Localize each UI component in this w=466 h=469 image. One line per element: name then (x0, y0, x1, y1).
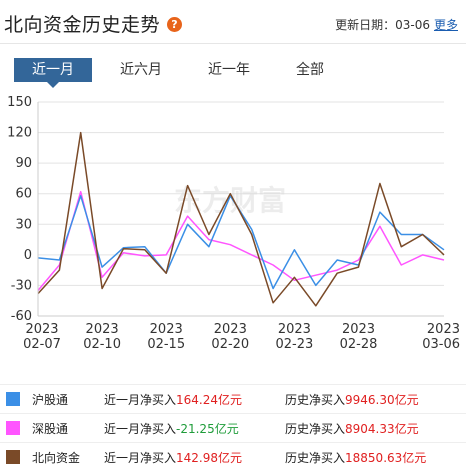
x-axis: 202302-07202302-10202302-15202302-202023… (23, 315, 460, 352)
x-tick-date: 02-07 (23, 337, 61, 352)
series-line-total (37, 131, 445, 307)
legend-hist-sz: 历史净买入8904.33亿元 (285, 420, 419, 437)
x-tick-year: 2023 (342, 322, 375, 337)
x-tick-date: 02-15 (147, 337, 185, 352)
x-tick-date: 02-28 (340, 337, 378, 352)
x-tick-date: 02-23 (276, 337, 314, 352)
y-tick-label: 30 (15, 217, 32, 232)
header: 北向资金历史走势 ? 更新日期：03-06 更多 (0, 0, 466, 44)
x-tick-date: 02-20 (211, 337, 249, 352)
y-tick-label: 120 (7, 126, 32, 141)
hist-label: 历史净买入 (285, 451, 346, 465)
y-tick-label: 0 (24, 248, 32, 263)
legend-month-sz: 近一月净买入-21.25亿元 (104, 420, 239, 437)
month-label: 近一月净买入 (104, 422, 177, 436)
month-value-sh: 164.24亿元 (176, 393, 243, 407)
legend-row-sh: 沪股通 近一月净买入164.24亿元 历史净买入9946.30亿元 (0, 384, 466, 412)
x-tick-date: 02-10 (83, 337, 121, 352)
legend-name-sh: 沪股通 (32, 393, 69, 407)
tab-one-month[interactable]: 近一月 (14, 58, 92, 88)
legend-row-total: 北向资金 近一月净买入142.98亿元 历史净买入18850.63亿元 (0, 442, 466, 469)
tab-all[interactable]: 全部 (296, 62, 324, 78)
month-label: 近一月净买入 (104, 451, 177, 465)
x-tick-date: 03-06 (422, 337, 460, 352)
x-tick-year: 2023 (214, 322, 247, 337)
y-axis: 150 120 90 60 30 0 -30 -60 (7, 95, 39, 324)
legend-swatch-total (6, 450, 20, 464)
x-tick-year: 2023 (427, 322, 460, 337)
hist-label: 历史净买入 (285, 422, 346, 436)
month-value-sz: -21.25亿元 (176, 422, 239, 436)
legend-row-sz: 深股通 近一月净买入-21.25亿元 历史净买入8904.33亿元 (0, 413, 466, 441)
help-icon[interactable]: ? (167, 17, 182, 32)
series-lines (37, 131, 445, 307)
y-tick-label: 150 (7, 95, 32, 110)
legend-swatch-sz (6, 421, 20, 435)
hist-value-sh: 9946.30亿元 (345, 393, 419, 407)
legend-hist-sh: 历史净买入9946.30亿元 (285, 391, 419, 408)
x-tick-year: 2023 (150, 322, 183, 337)
y-tick-label: -30 (11, 278, 32, 293)
y-tick-label: -60 (11, 309, 32, 324)
page-title: 北向资金历史走势 (4, 14, 161, 36)
hist-value-total: 18850.63亿元 (345, 451, 427, 465)
x-tick-year: 2023 (25, 322, 58, 337)
x-tick-year: 2023 (278, 322, 311, 337)
tab-six-months[interactable]: 近六月 (120, 62, 162, 78)
legend-name-total: 北向资金 (32, 451, 81, 465)
month-label: 近一月净买入 (104, 393, 177, 407)
x-tick-year: 2023 (86, 322, 119, 337)
legend-month-sh: 近一月净买入164.24亿元 (104, 391, 242, 408)
watermark: 东方财富 (174, 184, 286, 217)
series-line-sz (37, 190, 445, 291)
legend-name-sz: 深股通 (32, 422, 69, 436)
y-tick-label: 60 (15, 187, 32, 202)
legend-swatch-sh (6, 392, 20, 406)
update-info: 更新日期：03-06 更多 (335, 16, 458, 33)
y-tick-label: 90 (15, 156, 32, 171)
tab-one-year[interactable]: 近一年 (208, 62, 250, 78)
legend-month-total: 近一月净买入142.98亿元 (104, 449, 242, 466)
hist-value-sz: 8904.33亿元 (345, 422, 419, 436)
update-date: 03-06 (395, 18, 430, 32)
more-link[interactable]: 更多 (433, 18, 458, 32)
update-label: 更新日期： (335, 18, 396, 32)
month-value-total: 142.98亿元 (176, 451, 243, 465)
hist-label: 历史净买入 (285, 393, 346, 407)
legend-hist-total: 历史净买入18850.63亿元 (285, 449, 426, 466)
